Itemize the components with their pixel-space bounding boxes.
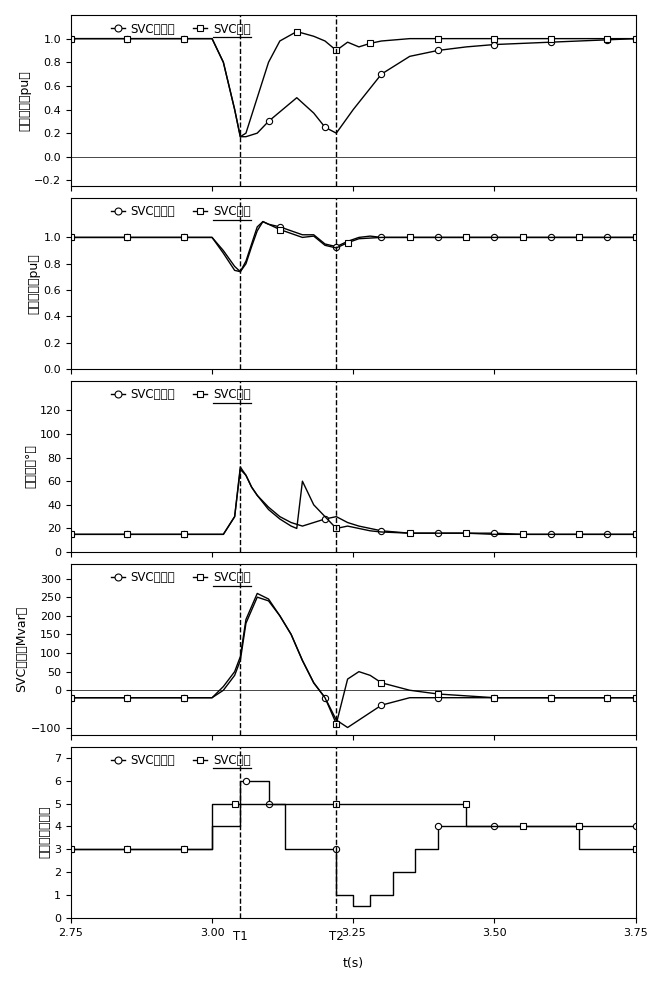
Y-axis label: SVC出力（Mvar）: SVC出力（Mvar） (15, 606, 28, 692)
Text: T1: T1 (233, 930, 248, 943)
Legend: SVC无优化, SVC优化: SVC无优化, SVC优化 (111, 205, 251, 218)
X-axis label: t(s): t(s) (343, 957, 364, 970)
Y-axis label: 电容器投入组数: 电容器投入组数 (38, 806, 51, 858)
Legend: SVC无优化, SVC优化: SVC无优化, SVC优化 (111, 388, 251, 401)
Legend: SVC无优化, SVC优化: SVC无优化, SVC优化 (111, 571, 251, 584)
Legend: SVC无优化, SVC优化: SVC无优化, SVC优化 (111, 23, 251, 36)
Y-axis label: 换相电压（pu）: 换相电压（pu） (28, 253, 40, 314)
Legend: SVC无优化, SVC优化: SVC无优化, SVC优化 (111, 754, 251, 767)
Y-axis label: 息弧角（°）: 息弧角（°） (25, 444, 37, 488)
Text: T2: T2 (329, 930, 343, 943)
Y-axis label: 直流功率（pu）: 直流功率（pu） (19, 70, 31, 131)
